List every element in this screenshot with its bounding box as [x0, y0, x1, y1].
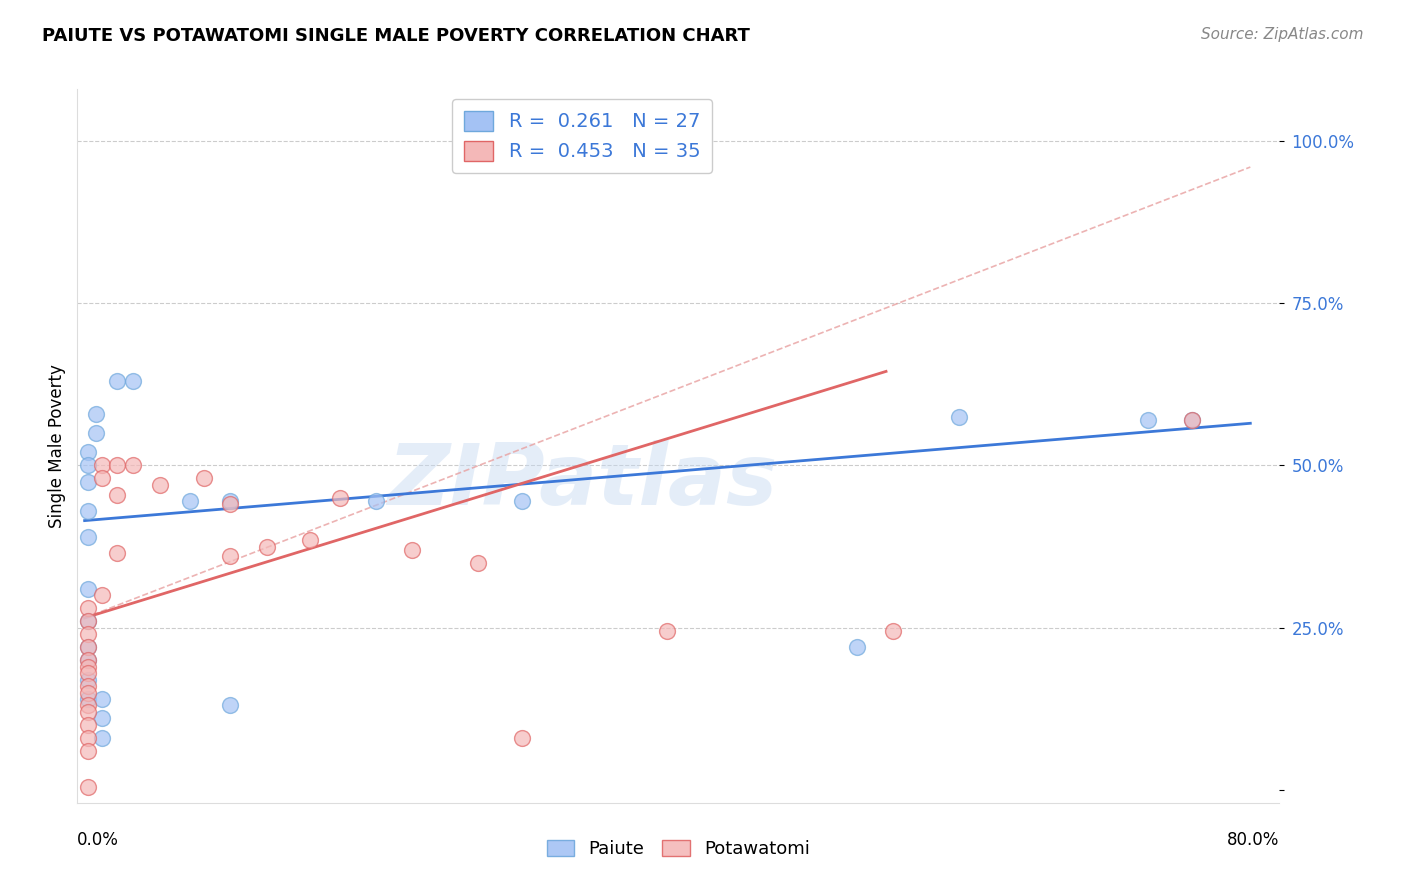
Point [91, 458, 114, 473]
Point [91, 588, 114, 602]
Point [76, 445, 98, 459]
Point [76, 582, 98, 596]
Y-axis label: Single Male Poverty: Single Male Poverty [48, 364, 66, 528]
Point [76, 698, 98, 713]
Point [76, 530, 98, 544]
Point [105, 546, 128, 560]
Point [219, 497, 242, 511]
Text: PAIUTE VS POTAWATOMI SINGLE MALE POVERTY CORRELATION CHART: PAIUTE VS POTAWATOMI SINGLE MALE POVERTY… [42, 27, 749, 45]
Point [948, 409, 970, 424]
Text: 0.0%: 0.0% [77, 831, 120, 849]
Point [76, 679, 98, 693]
Point [76, 780, 98, 794]
Point [76, 666, 98, 681]
Point [219, 494, 242, 508]
Text: Source: ZipAtlas.com: Source: ZipAtlas.com [1201, 27, 1364, 42]
Point [76, 692, 98, 706]
Point [76, 705, 98, 719]
Point [299, 533, 322, 547]
Point [1137, 413, 1160, 427]
Point [76, 601, 98, 615]
Point [76, 659, 98, 673]
Point [84, 407, 107, 421]
Point [193, 471, 215, 485]
Point [84, 425, 107, 440]
Point [121, 374, 143, 388]
Point [1181, 413, 1204, 427]
Point [105, 374, 128, 388]
Point [76, 653, 98, 667]
Point [657, 624, 679, 638]
Point [76, 673, 98, 687]
Point [845, 640, 868, 654]
Point [76, 653, 98, 667]
Point [364, 494, 387, 508]
Point [91, 711, 114, 725]
Point [149, 478, 172, 492]
Point [76, 640, 98, 654]
Point [467, 556, 489, 570]
Point [401, 542, 423, 557]
Point [76, 475, 98, 489]
Point [76, 627, 98, 641]
Legend: Paiute, Potawatomi: Paiute, Potawatomi [540, 832, 817, 865]
Point [219, 698, 242, 713]
Point [219, 549, 242, 564]
Point [329, 491, 352, 505]
Point [76, 614, 98, 628]
Point [105, 458, 128, 473]
Point [76, 614, 98, 628]
Text: ZIPatlas: ZIPatlas [387, 440, 778, 524]
Point [1181, 413, 1204, 427]
Point [882, 624, 904, 638]
Point [76, 718, 98, 732]
Point [76, 731, 98, 745]
Point [76, 458, 98, 473]
Point [76, 640, 98, 654]
Point [91, 731, 114, 745]
Point [91, 692, 114, 706]
Point [105, 488, 128, 502]
Point [76, 685, 98, 699]
Point [91, 471, 114, 485]
Point [510, 731, 533, 745]
Point [121, 458, 143, 473]
Point [256, 540, 278, 554]
Point [179, 494, 201, 508]
Point [76, 504, 98, 518]
Point [510, 494, 533, 508]
Text: 80.0%: 80.0% [1227, 831, 1279, 849]
Point [76, 744, 98, 758]
